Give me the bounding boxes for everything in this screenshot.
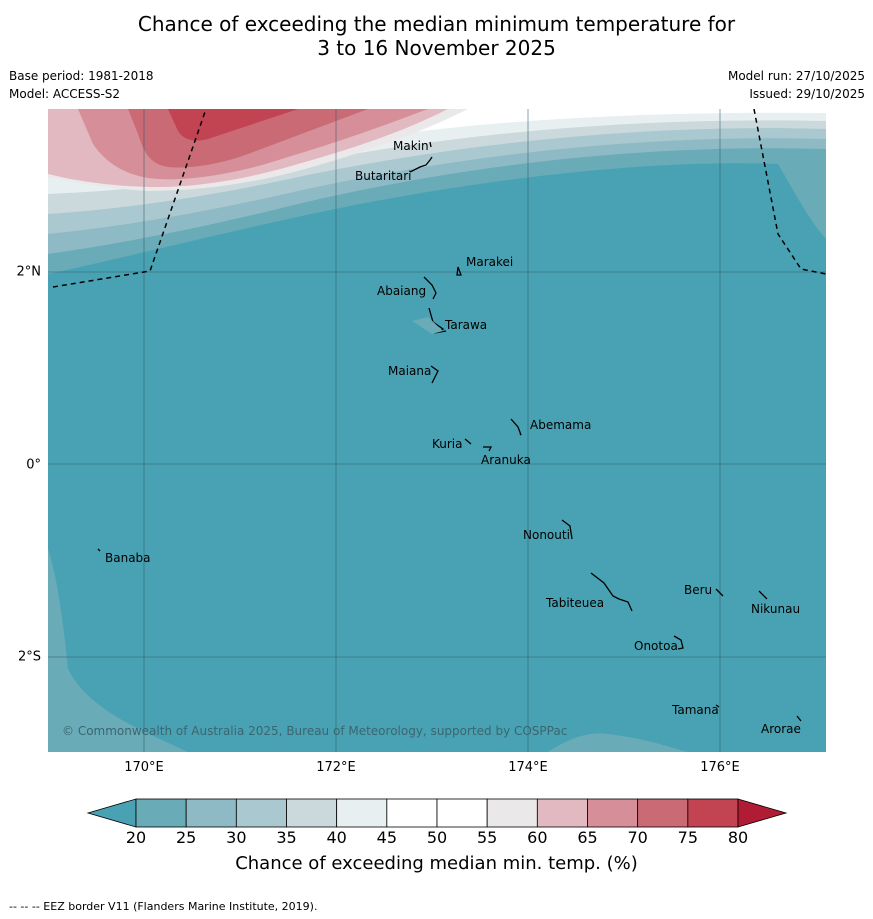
issued-date: Issued: 29/10/2025 (749, 87, 865, 101)
place-label-beru: Beru (684, 583, 713, 597)
colorbar-tick-label: 75 (677, 828, 699, 847)
island-arorae (796, 715, 802, 722)
place-label-tarawa: Tarawa (445, 318, 488, 332)
map-svg (48, 109, 826, 752)
island-nikunau (758, 590, 768, 600)
place-label-nonouti: Nonouti (523, 528, 570, 542)
graticule (48, 109, 826, 752)
colorbar-swatch (336, 798, 388, 828)
lon-label-174e: 174°E (508, 760, 548, 775)
contour-south-east (548, 733, 688, 752)
model-run: Model run: 27/10/2025 (727, 69, 865, 83)
map-panel (48, 109, 826, 752)
colorbar-swatch (135, 798, 187, 828)
place-label-butaritari: Butaritari (355, 169, 412, 183)
colorbar-tick-label: 35 (276, 828, 297, 847)
colorbar-under-arrow (86, 798, 137, 828)
copyright-notice: © Commonwealth of Australia 2025, Bureau… (62, 724, 568, 738)
island-tabiteuea (590, 572, 633, 612)
colorbar-tick-label: 30 (226, 828, 247, 847)
place-label-banaba: Banaba (105, 551, 151, 565)
place-label-tamana: Tamana (672, 703, 719, 717)
lon-label-172e: 172°E (316, 760, 356, 775)
island-banaba (97, 548, 101, 552)
colorbar-tick-label: 25 (175, 828, 197, 847)
colorbar-tick-label: 20 (125, 828, 147, 847)
colorbar-swatch (436, 798, 488, 828)
lon-label-170e: 170°E (124, 760, 164, 775)
place-label-onotoa: Onotoa (634, 639, 678, 653)
model-name: Model: ACCESS-S2 (9, 87, 121, 101)
eez-borders (52, 109, 826, 288)
chart-title: Chance of exceeding the median minimum t… (0, 12, 873, 60)
eez-border-east (753, 109, 826, 275)
colorbar-swatch (687, 798, 739, 828)
contour-75 (168, 109, 298, 141)
colorbar-title: Chance of exceeding median min. temp. (%… (235, 853, 638, 874)
colorbar-tick-label: 40 (326, 828, 347, 847)
colorbar-over-arrow (737, 798, 788, 828)
colorbar-swatch (637, 798, 689, 828)
colorbar-swatch (286, 798, 338, 828)
colorbar-tick-label: 80 (727, 828, 749, 847)
place-label-maiana: Maiana (388, 364, 432, 378)
island-kuria (464, 438, 472, 445)
island-beru (715, 588, 724, 597)
lat-label-2n: 2°N (16, 264, 42, 280)
colorbar-tick-label: 55 (476, 828, 498, 847)
title-line-1: Chance of exceeding the median minimum t… (137, 12, 736, 36)
colorbar-swatch (486, 798, 538, 828)
place-label-aranuka: Aranuka (481, 453, 531, 467)
colorbar-tick-label: 65 (577, 828, 598, 847)
island-butaritari (409, 156, 433, 173)
meta-left: Base period: 1981-2018 Model: ACCESS-S2 (9, 67, 154, 103)
place-label-tabiteuea: Tabiteuea (546, 596, 605, 610)
island-abemama (510, 418, 522, 436)
place-label-abemama: Abemama (530, 418, 592, 432)
colorbar-swatch (587, 798, 639, 828)
island-aranuka (483, 446, 493, 452)
lon-label-176e: 176°E (700, 760, 740, 775)
place-label-marakei: Marakei (466, 255, 514, 269)
island-makin (429, 141, 432, 148)
place-label-makin: Makin (393, 139, 429, 153)
meta-right: Model run: 27/10/2025 Issued: 29/10/2025 (728, 67, 865, 103)
place-label-nikunau: Nikunau (751, 602, 801, 616)
title-line-2: 3 to 16 November 2025 (317, 36, 556, 60)
island-marakei (456, 266, 462, 276)
island-nonouti (561, 519, 573, 540)
colorbar-tick-label: 70 (627, 828, 648, 847)
colorbar-tick-label: 50 (426, 828, 448, 847)
eez-footnote: -- -- -- EEZ border V11 (Flanders Marine… (9, 900, 318, 913)
island-onotoa (673, 635, 684, 650)
colorbar-tick-label: 60 (527, 828, 548, 847)
island-abaiang (423, 276, 437, 300)
tarawa-lagoon-shade (412, 317, 443, 334)
lat-label-equator: 0° (26, 457, 41, 473)
base-period: Base period: 1981-2018 (9, 69, 154, 83)
island-maiana (430, 365, 439, 384)
islands (97, 141, 802, 722)
island-tamana (715, 704, 720, 708)
colorbar-swatch (235, 798, 287, 828)
lat-label-2s: 2°S (17, 649, 41, 665)
colorbar-swatch (185, 798, 237, 828)
place-label-kuria: Kuria (432, 437, 463, 451)
colorbar-swatch (536, 798, 588, 828)
colorbar-tick-label: 45 (376, 828, 398, 847)
place-label-arorae: Arorae (761, 722, 801, 736)
colorbar (86, 798, 788, 828)
contour-south-west (48, 549, 188, 752)
colorbar-swatch (386, 798, 438, 828)
place-label-abaiang: Abaiang (377, 284, 427, 298)
